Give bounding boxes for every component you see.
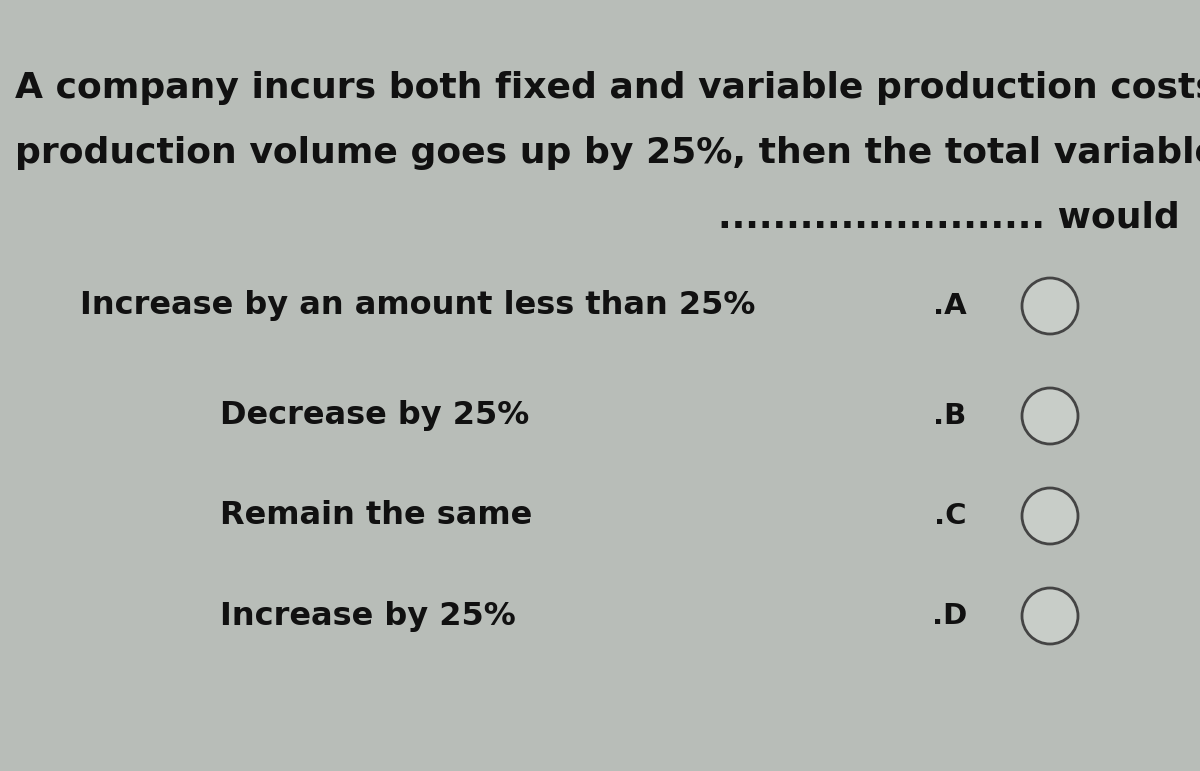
Text: .A: .A [934,292,967,320]
Text: ........................ would: ........................ would [719,201,1180,235]
Text: A company incurs both fixed and variable production costs. If: A company incurs both fixed and variable… [14,71,1200,105]
Text: .D: .D [932,602,967,630]
Circle shape [1022,588,1078,644]
Circle shape [1022,388,1078,444]
Text: .C: .C [934,502,966,530]
Text: Increase by 25%: Increase by 25% [220,601,516,631]
Text: production volume goes up by 25%, then the total variable costs: production volume goes up by 25%, then t… [14,136,1200,170]
Text: Increase by an amount less than 25%: Increase by an amount less than 25% [80,291,755,322]
Circle shape [1022,488,1078,544]
Circle shape [1022,278,1078,334]
Text: Decrease by 25%: Decrease by 25% [220,400,529,432]
Text: .B: .B [934,402,967,430]
Text: Remain the same: Remain the same [220,500,533,531]
